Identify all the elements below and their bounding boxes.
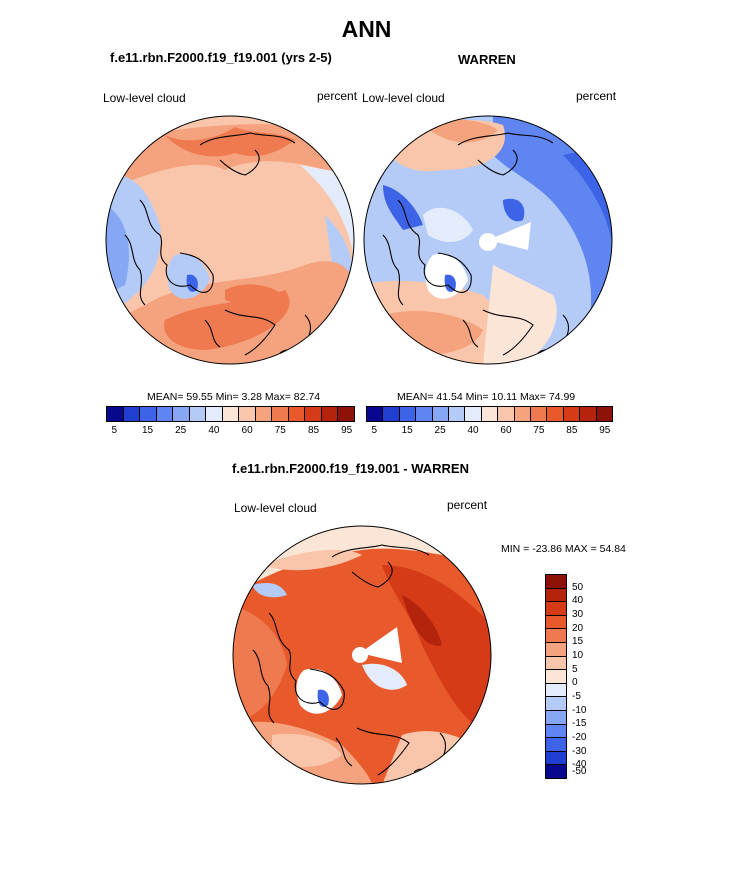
panel-model-title: f.e11.rbn.F2000.f19_f19.001 (yrs 2-5) (110, 50, 332, 65)
colorbar-swatch (546, 765, 566, 778)
colorbar-swatch (432, 407, 450, 421)
colorbar-model (106, 406, 355, 422)
colorbar-tick-label: 5 (572, 663, 578, 675)
panel-obs-units-label: percent (576, 89, 617, 103)
colorbar-swatch (546, 724, 566, 739)
panel-diff-variable-label: Low-level cloud (234, 501, 317, 515)
colorbar-swatch (546, 738, 566, 752)
colorbar-tick-label: 0 (572, 677, 578, 689)
colorbar-swatch (338, 407, 354, 421)
colorbar-swatch (383, 407, 400, 421)
colorbar-swatch (416, 407, 433, 421)
colorbar-tick-label: 15 (401, 425, 413, 436)
colorbar-tick-label: 25 (175, 425, 187, 436)
colorbar-swatch (546, 710, 566, 725)
colorbar-tick-label: 40 (467, 425, 479, 436)
map-obs (363, 115, 613, 365)
colorbar-tick-label: 95 (341, 425, 353, 436)
colorbar-swatch (107, 407, 124, 421)
colorbar-swatch (239, 407, 256, 421)
colorbar-tick-label: 10 (572, 650, 584, 661)
colorbar-swatch (547, 407, 564, 421)
colorbar-tick-label: 85 (307, 425, 320, 436)
colorbar-swatch (546, 656, 566, 671)
colorbar-swatch (173, 407, 190, 421)
colorbar-tick-label: 75 (533, 425, 545, 436)
colorbar-tick-label: 30 (572, 609, 584, 620)
colorbar-tick-label: 60 (500, 425, 512, 436)
panel-obs-title: WARREN (458, 52, 516, 67)
colorbar-tick-label: 85 (566, 425, 578, 436)
colorbar-swatch (465, 407, 482, 421)
colorbar-swatch (596, 407, 613, 421)
colorbar-swatch (449, 407, 466, 421)
colorbar-tick-label: 40 (208, 425, 220, 436)
colorbar-tick-label: 5 (111, 425, 118, 436)
colorbar-tick-label: -10 (572, 704, 587, 716)
colorbar-swatch (546, 588, 566, 603)
colorbar-swatch (272, 407, 289, 421)
colorbar-tick-label: 50 (572, 581, 584, 593)
colorbar-tick-label: 75 (274, 425, 286, 436)
colorbar-swatch (189, 407, 207, 421)
colorbar-swatch (514, 407, 532, 421)
colorbar-swatch (367, 407, 384, 421)
colorbar-tick-label: -30 (572, 745, 587, 757)
colorbar-swatch (399, 407, 417, 421)
colorbar-obs (366, 406, 613, 422)
colorbar-swatch (546, 602, 566, 616)
colorbar-tick-label: 25 (434, 425, 446, 436)
colorbar-swatch (222, 407, 240, 421)
colorbar-swatch (546, 683, 566, 698)
colorbar-tick-label: -5 (572, 691, 581, 702)
colorbar-swatch (305, 407, 322, 421)
colorbar-swatch (563, 407, 581, 421)
colorbar-tick-label: -40 (572, 759, 587, 771)
colorbar-tick-label: 5 (371, 425, 377, 436)
colorbar-tick-label: -15 (572, 718, 587, 730)
panel-model-variable-label: Low-level cloud (103, 91, 186, 105)
colorbar-swatch (481, 407, 499, 421)
colorbar-swatch (546, 697, 566, 711)
colorbar-swatch (321, 407, 339, 421)
colorbar-tick-label: -20 (572, 732, 587, 743)
figure-title: ANN (341, 16, 392, 42)
colorbar-swatch (156, 407, 174, 421)
colorbar-swatch (531, 407, 548, 421)
panel-model-units-label: percent (317, 89, 358, 103)
colorbar-swatch (546, 575, 566, 589)
colorbar-tick-label: -50 (572, 766, 587, 778)
colorbar-tick-label: 60 (241, 425, 253, 436)
colorbar-tick-label: 15 (141, 425, 154, 436)
colorbar-swatch (206, 407, 223, 421)
colorbar-swatch (123, 407, 141, 421)
colorbar-swatch (255, 407, 273, 421)
panel-diff-stats: MIN = -23.86 MAX = 54.84 (501, 543, 626, 555)
colorbar-tick-label: 15 (572, 636, 584, 648)
colorbar-tick-label: 95 (599, 425, 611, 436)
colorbar-swatch (546, 615, 566, 630)
colorbar-swatch (546, 670, 566, 684)
panel-obs-stats: MEAN= 41.54 Min= 10.11 Max= 74.99 (397, 391, 576, 403)
panel-model-stats: MEAN= 59.55 Min= 3.28 Max= 82.74 (147, 391, 321, 403)
panel-obs-variable-label: Low-level cloud (362, 91, 445, 105)
colorbar-swatch (546, 629, 566, 643)
colorbar-tick-label: 40 (572, 595, 584, 607)
colorbar-swatch (140, 407, 157, 421)
colorbar-swatch (498, 407, 515, 421)
panel-diff-title: f.e11.rbn.F2000.f19_f19.001 - WARREN (232, 461, 469, 476)
colorbar-swatch (546, 642, 566, 657)
colorbar-diff (545, 574, 567, 779)
panel-diff-units-label: percent (447, 498, 488, 512)
map-diff (232, 525, 492, 785)
map-model (105, 115, 355, 365)
colorbar-swatch (546, 751, 566, 766)
colorbar-swatch (288, 407, 306, 421)
colorbar-swatch (580, 407, 597, 421)
colorbar-tick-label: 20 (572, 622, 584, 634)
